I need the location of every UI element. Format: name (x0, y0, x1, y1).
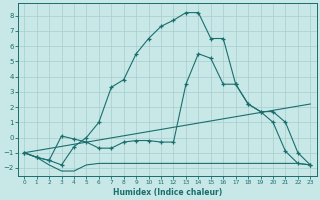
X-axis label: Humidex (Indice chaleur): Humidex (Indice chaleur) (113, 188, 222, 197)
